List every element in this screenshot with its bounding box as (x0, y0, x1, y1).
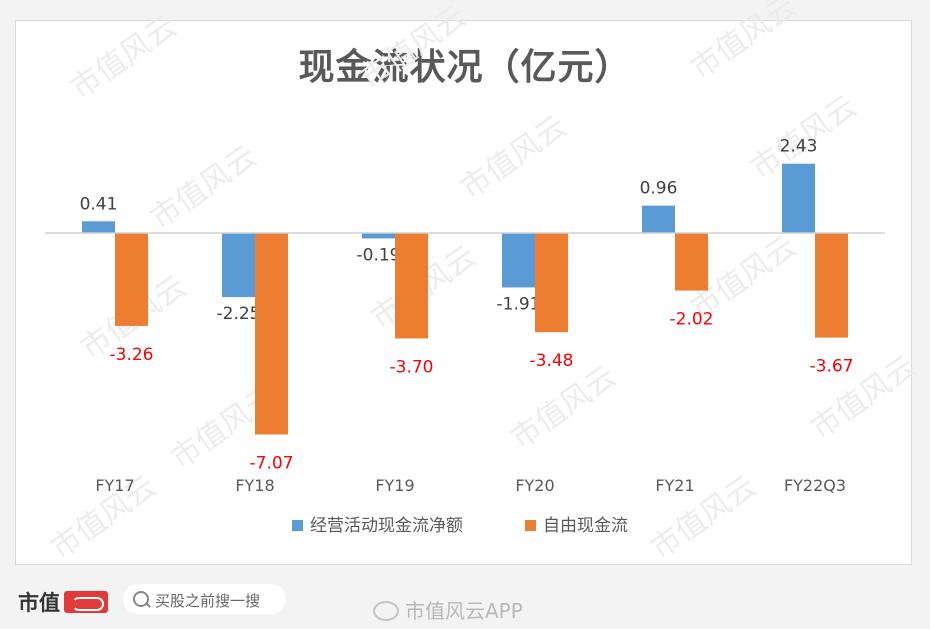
data-label: -3.26 (110, 345, 154, 365)
bar-free-cf (815, 233, 848, 338)
watermark-text: 市值风云 (455, 109, 573, 206)
bar-operating-cf (362, 233, 395, 239)
data-label: -3.48 (530, 351, 574, 371)
x-tick-label: FY18 (235, 476, 274, 495)
brand-name: 市值 (18, 591, 60, 615)
x-tick-label: FY19 (375, 476, 414, 495)
data-label: -1.91 (497, 294, 541, 314)
bar-operating-cf (82, 221, 115, 233)
app-watermark: 市值风云APP (373, 595, 523, 624)
watermark-text: 市值风云 (505, 359, 623, 456)
legend-swatch (292, 520, 303, 531)
watermark-text: 市值风云 (685, 0, 803, 87)
search-box[interactable]: 买股之前搜一搜 (123, 584, 286, 614)
watermark-text: 市值风云 (145, 139, 263, 236)
data-label: -3.70 (390, 357, 434, 377)
data-label: -3.67 (810, 357, 854, 377)
search-placeholder: 买股之前搜一搜 (155, 592, 261, 610)
watermark-text: 市值风云 (355, 0, 473, 97)
data-label: -0.19 (357, 245, 401, 265)
x-tick-label: FY17 (95, 476, 134, 495)
data-label: 2.43 (780, 137, 818, 157)
legend-label: 自由现金流 (543, 516, 628, 536)
bar-free-cf (675, 233, 708, 291)
footer: 市值 买股之前搜一搜 市值风云APP (0, 575, 930, 629)
bar-operating-cf (782, 163, 815, 233)
x-tick-label: FY21 (655, 476, 694, 495)
search-icon (133, 591, 149, 607)
bar-free-cf (535, 233, 568, 333)
x-tick-label: FY22Q3 (784, 476, 846, 495)
bar-free-cf (395, 233, 428, 339)
legend-swatch (525, 520, 536, 531)
data-label: -2.25 (217, 304, 261, 324)
bar-operating-cf (502, 233, 535, 288)
bar-operating-cf (642, 205, 675, 233)
watermark-text: 市值风云 (65, 9, 183, 106)
x-tick-label: FY20 (515, 476, 554, 495)
chart-title: 现金流状况（亿元） (298, 47, 632, 88)
bar-free-cf (255, 233, 288, 435)
bar-operating-cf (222, 233, 255, 298)
weibo-icon (373, 600, 399, 621)
data-label: 0.41 (80, 194, 118, 214)
chart-card (15, 20, 912, 565)
legend-label: 经营活动现金流净额 (310, 516, 463, 536)
brand: 市值 (18, 587, 108, 617)
data-label: -2.02 (670, 310, 714, 330)
brand-logo-icon (64, 591, 108, 613)
data-label: -7.07 (250, 453, 294, 473)
bar-free-cf (115, 233, 148, 326)
data-label: 0.96 (640, 179, 678, 199)
app-watermark-text: 市值风云APP (405, 599, 523, 623)
